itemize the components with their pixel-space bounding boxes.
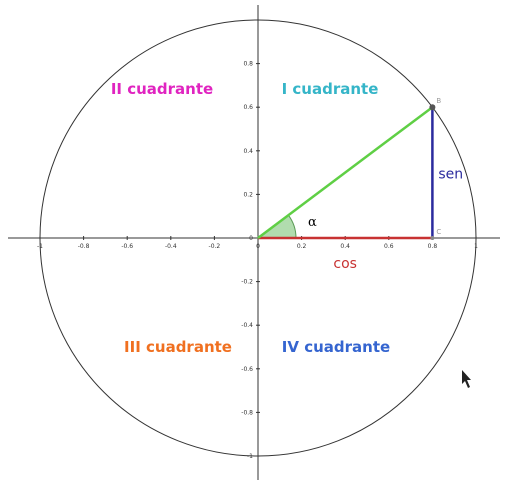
y-tick-label: -1 xyxy=(247,453,253,460)
x-tick-label: 0.2 xyxy=(297,243,307,250)
sine-label: sen xyxy=(438,167,463,183)
point-b xyxy=(429,104,436,111)
y-tick-label: -0.6 xyxy=(241,366,253,373)
y-tick-label: -0.2 xyxy=(241,279,253,286)
radius xyxy=(257,106,434,239)
quadrant-label: III cuadrante xyxy=(124,338,232,356)
x-tick-label: -0.2 xyxy=(209,243,221,250)
quadrant-label: I cuadrante xyxy=(282,80,379,98)
x-tick-label: 0.4 xyxy=(340,243,350,250)
cosine-label: cos xyxy=(333,256,357,272)
point-c xyxy=(430,236,435,240)
y-tick-label: 0.8 xyxy=(243,61,253,68)
x-tick-label: -0.4 xyxy=(165,243,177,250)
y-tick-label: 0.2 xyxy=(243,191,253,198)
y-tick-label: -0.8 xyxy=(241,409,253,416)
x-tick-label: -0.6 xyxy=(121,243,133,250)
x-tick-label: 0.8 xyxy=(428,243,438,250)
point-c-label: C xyxy=(436,228,441,236)
x-tick-label: 1 xyxy=(474,243,478,250)
x-tick-label: 0 xyxy=(256,243,260,250)
mouse-cursor xyxy=(462,370,471,388)
y-tick-label: 0.4 xyxy=(243,148,253,155)
angle-label: α xyxy=(308,215,317,230)
y-tick-label: 0.6 xyxy=(243,104,253,111)
x-tick-label: 0.6 xyxy=(384,243,394,250)
x-tick-label: -1 xyxy=(37,243,43,250)
y-tick-label: -0.4 xyxy=(241,322,253,329)
x-tick-label: -0.8 xyxy=(78,243,90,250)
quadrant-label: II cuadrante xyxy=(111,80,213,98)
quadrant-label: IV cuadrante xyxy=(282,338,390,356)
point-b-label: B xyxy=(436,97,441,105)
y-tick-label: 0 xyxy=(249,235,253,242)
